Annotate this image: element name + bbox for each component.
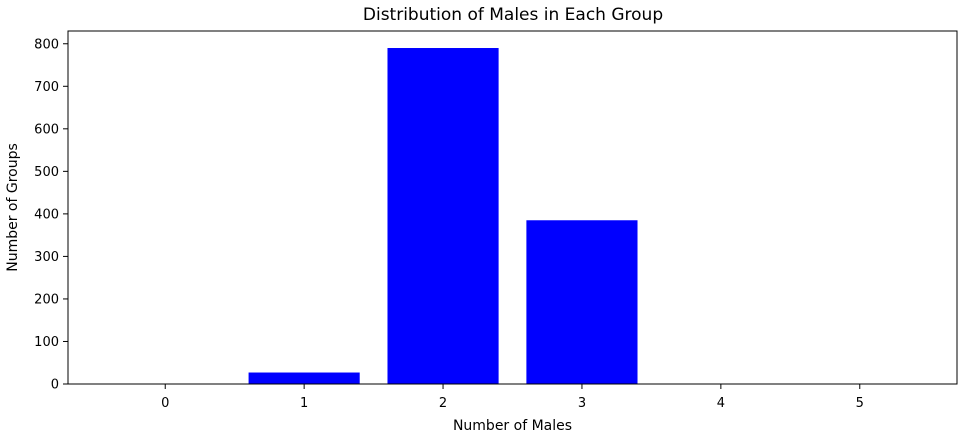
x-axis: 0 1 2 3 4 5 bbox=[161, 384, 864, 411]
chart-title: Distribution of Males in Each Group bbox=[363, 5, 663, 25]
y-axis-title: Number of Groups bbox=[5, 143, 21, 272]
x-tick-label-4: 4 bbox=[717, 396, 725, 411]
y-tick-label-800: 800 bbox=[34, 37, 59, 52]
bars-layer bbox=[248, 48, 638, 384]
y-tick-label-200: 200 bbox=[34, 292, 59, 307]
y-tick-label-100: 100 bbox=[34, 335, 59, 350]
x-tick-label-3: 3 bbox=[578, 396, 586, 411]
x-tick-label-0: 0 bbox=[161, 396, 169, 411]
y-tick-label-400: 400 bbox=[34, 207, 59, 222]
y-tick-label-600: 600 bbox=[34, 122, 59, 137]
y-tick-label-300: 300 bbox=[34, 250, 59, 265]
x-tick-label-5: 5 bbox=[856, 396, 864, 411]
x-tick-label-2: 2 bbox=[439, 396, 447, 411]
bar-3 bbox=[526, 220, 638, 384]
y-tick-label-500: 500 bbox=[34, 165, 59, 180]
bar-1 bbox=[248, 372, 360, 384]
plot-area-frame bbox=[67, 30, 958, 385]
x-tick-label-1: 1 bbox=[300, 396, 308, 411]
y-tick-label-700: 700 bbox=[34, 80, 59, 95]
y-tick-label-0: 0 bbox=[51, 378, 59, 393]
y-axis: 0 100 200 300 400 500 600 700 800 bbox=[34, 37, 68, 393]
x-axis-title: Number of Males bbox=[453, 418, 572, 434]
bar-2 bbox=[387, 48, 499, 384]
